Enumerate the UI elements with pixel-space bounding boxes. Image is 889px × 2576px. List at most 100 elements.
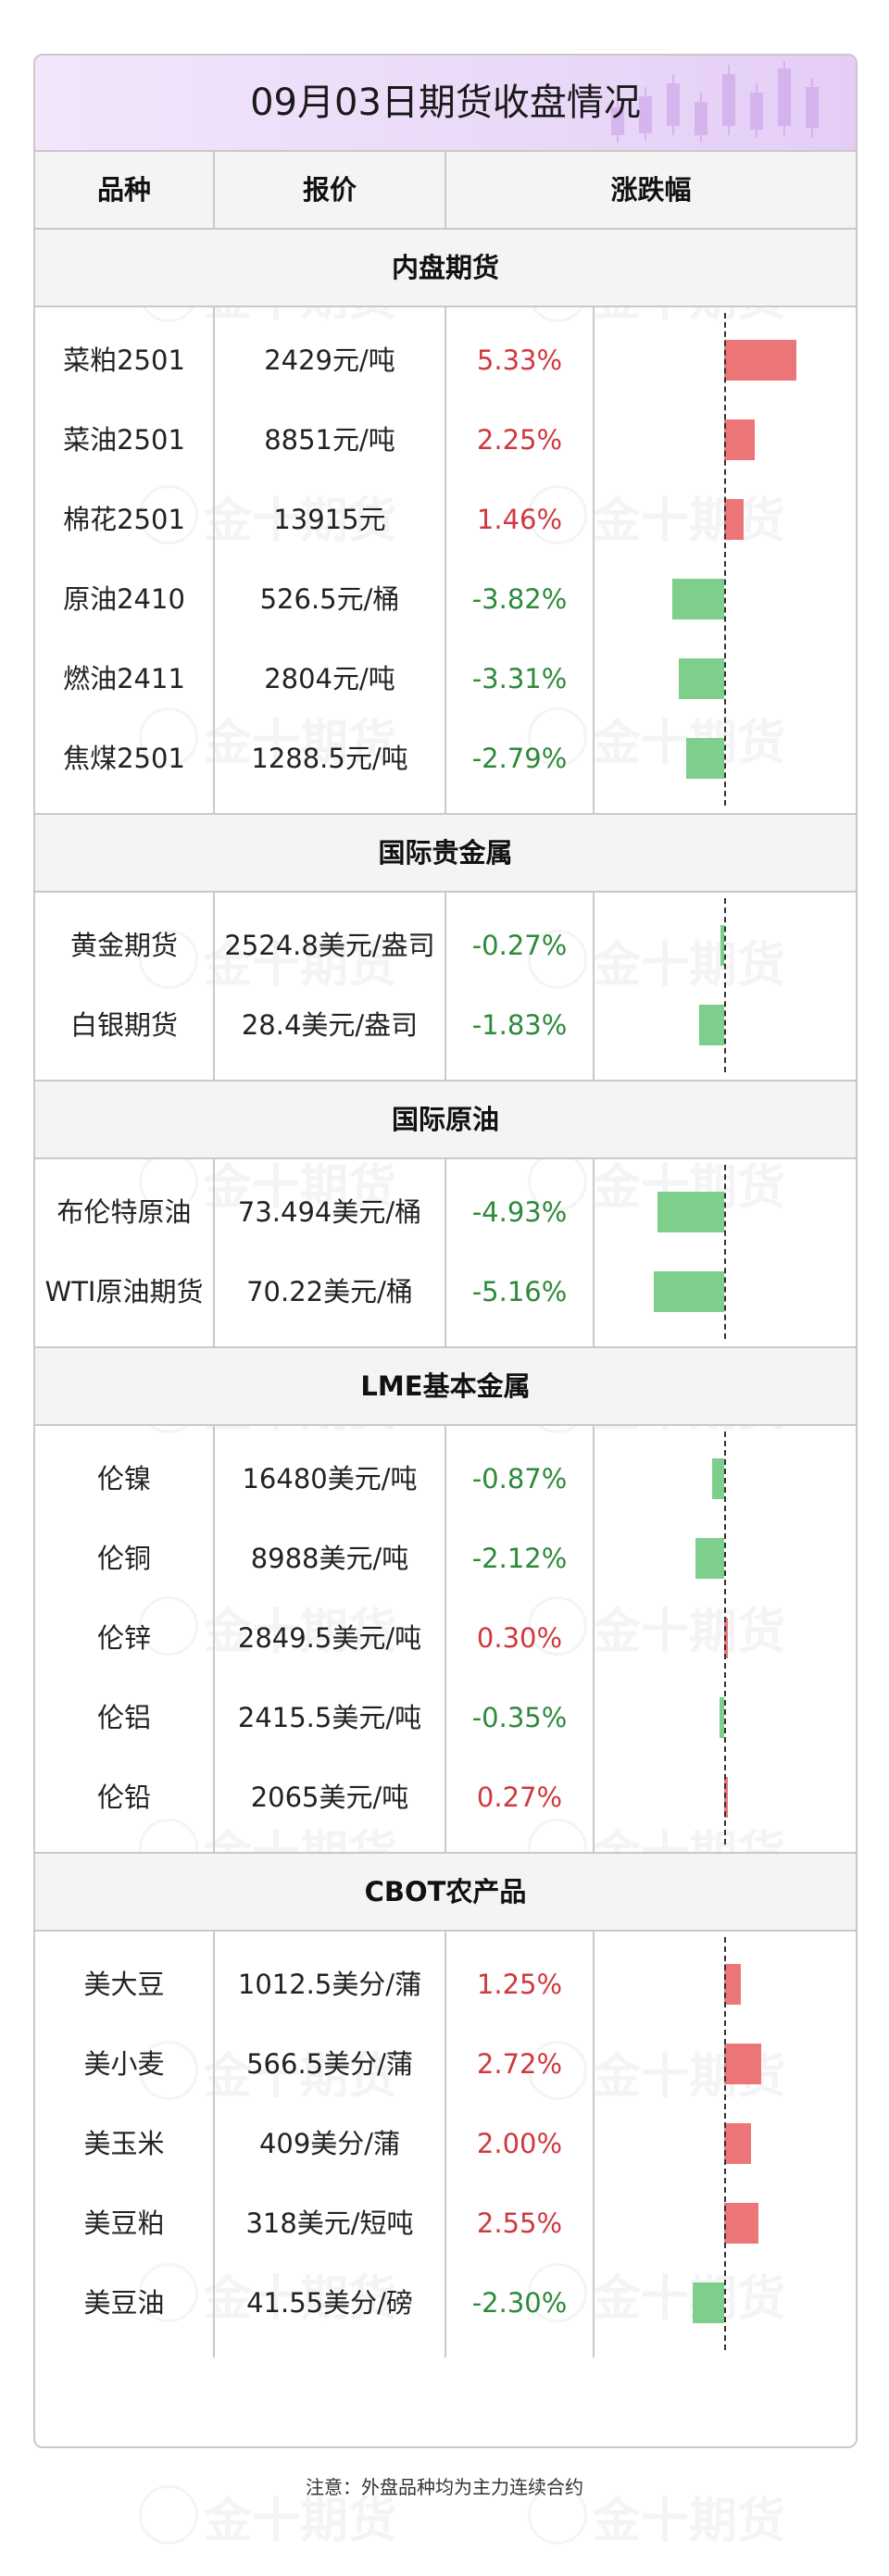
section-header: 国际贵金属	[35, 813, 856, 893]
row-name: 原油2410	[63, 583, 185, 615]
table-row: 布伦特原油 73.494美元/桶 -4.93%	[35, 1172, 856, 1252]
change-bar	[724, 1618, 729, 1658]
section-title: 内盘期货	[391, 252, 499, 283]
row-name: 伦镍	[96, 1463, 151, 1494]
row-name: 布伦特原油	[56, 1196, 192, 1228]
section-title: 国际原油	[391, 1104, 499, 1135]
row-name: 伦锌	[96, 1622, 151, 1654]
row-price: 526.5元/桶	[259, 583, 400, 615]
row-change: 2.72%	[476, 2048, 563, 2080]
row-name: 美豆油	[83, 2287, 165, 2319]
table-row: 伦铜 8988美元/吨 -2.12%	[35, 1519, 856, 1598]
table-row: 菜粕2501 2429元/吨 5.33%	[35, 320, 856, 400]
table-row: 美大豆 1012.5美分/蒲 1.25%	[35, 1945, 856, 2024]
column-divider	[593, 891, 595, 1080]
row-price: 2065美元/吨	[250, 1782, 409, 1813]
change-bar	[712, 1458, 724, 1499]
column-divider	[444, 306, 446, 813]
table-row: 美豆粕 318美元/短吨 2.55%	[35, 2183, 856, 2263]
row-change: 1.25%	[476, 1969, 563, 2000]
row-change: 2.25%	[476, 424, 563, 456]
row-name: 伦铅	[96, 1782, 151, 1813]
table-row: 美豆油 41.55美分/磅 -2.30%	[35, 2263, 856, 2343]
change-bar	[679, 658, 724, 699]
row-price: 1288.5元/吨	[251, 743, 408, 774]
row-price: 70.22美元/桶	[246, 1276, 413, 1307]
row-price: 318美元/短吨	[245, 2207, 414, 2239]
header-name: 品种	[96, 174, 151, 206]
row-name: 黄金期货	[69, 930, 178, 961]
change-bar	[724, 2044, 761, 2084]
row-name: 伦铝	[96, 1702, 151, 1733]
row-change: -0.87%	[471, 1463, 568, 1494]
table-row: 燃油2411 2804元/吨 -3.31%	[35, 639, 856, 719]
table-row: 原油2410 526.5元/桶 -3.82%	[35, 559, 856, 639]
table-row: 美玉米 409美分/蒲 2.00%	[35, 2104, 856, 2183]
change-bar	[685, 738, 724, 779]
change-bar	[724, 2203, 759, 2244]
zero-axis-line	[724, 1937, 726, 2350]
row-change: -4.93%	[471, 1196, 568, 1228]
column-divider	[213, 891, 215, 1080]
row-price: 566.5美分/蒲	[246, 2048, 413, 2080]
row-change: -2.30%	[471, 2287, 568, 2319]
page-title: 09月03日期货收盘情况	[250, 81, 641, 124]
section-header: 国际原油	[35, 1080, 856, 1159]
zero-axis-line	[724, 313, 726, 806]
column-divider	[213, 306, 215, 813]
column-divider	[444, 1930, 446, 2357]
row-name: 菜油2501	[63, 424, 185, 456]
row-price: 16480美元/吨	[242, 1463, 418, 1494]
change-bar	[724, 499, 745, 540]
row-price: 73.494美元/桶	[237, 1196, 422, 1228]
row-price: 8851元/吨	[264, 424, 395, 456]
row-price: 1012.5美分/蒲	[237, 1969, 422, 2000]
row-change: 5.33%	[476, 344, 563, 376]
zero-axis-line	[724, 898, 726, 1072]
table-row: 伦锌 2849.5美元/吨 0.30%	[35, 1598, 856, 1678]
row-price: 2804元/吨	[264, 663, 395, 694]
column-divider	[444, 1424, 446, 1852]
title-bar: 09月03日期货收盘情况	[35, 56, 856, 152]
section-header: 内盘期货	[35, 228, 856, 307]
row-price: 409美分/蒲	[258, 2128, 401, 2159]
section-title: 国际贵金属	[378, 837, 513, 869]
row-change: 1.46%	[476, 504, 563, 535]
row-name: 美小麦	[83, 2048, 165, 2080]
change-bar	[719, 1697, 724, 1738]
table-row: 白银期货 28.4美元/盎司 -1.83%	[35, 985, 856, 1065]
row-name: 菜粕2501	[63, 344, 185, 376]
table-row: 棉花2501 13915元 1.46%	[35, 480, 856, 559]
row-price: 28.4美元/盎司	[241, 1009, 419, 1041]
row-name: 伦铜	[96, 1543, 151, 1574]
table-row: 伦铝 2415.5美元/吨 -0.35%	[35, 1678, 856, 1757]
row-change: 0.27%	[476, 1782, 563, 1813]
change-bar	[695, 1538, 724, 1579]
row-name: 焦煤2501	[63, 743, 185, 774]
row-price: 8988美元/吨	[250, 1543, 409, 1574]
table-row: 菜油2501 8851元/吨 2.25%	[35, 400, 856, 480]
table-row: 伦镍 16480美元/吨 -0.87%	[35, 1439, 856, 1519]
change-bar	[654, 1271, 724, 1312]
zero-axis-line	[724, 1432, 726, 1844]
section-title: CBOT农产品	[364, 1876, 527, 1907]
footnote: 注意：外盘品种均为主力连续合约	[306, 2476, 583, 2498]
row-name: 棉花2501	[63, 504, 185, 535]
column-divider	[593, 1930, 595, 2357]
candlestick-decoration-icon	[611, 61, 819, 143]
column-divider	[444, 152, 446, 228]
header-change: 涨跌幅	[610, 174, 692, 206]
column-divider	[444, 1157, 446, 1346]
column-divider	[213, 1424, 215, 1852]
row-change: 2.55%	[476, 2207, 563, 2239]
row-change: -3.82%	[471, 583, 568, 615]
table-row: 焦煤2501 1288.5元/吨 -2.79%	[35, 719, 856, 798]
row-price: 2415.5美元/吨	[237, 1702, 422, 1733]
table-row: 黄金期货 2524.8美元/盎司 -0.27%	[35, 906, 856, 985]
row-price: 13915元	[273, 504, 386, 535]
row-change: -2.12%	[471, 1543, 568, 1574]
table-row: 美小麦 566.5美分/蒲 2.72%	[35, 2024, 856, 2104]
row-change: 2.00%	[476, 2128, 563, 2159]
column-divider	[213, 152, 215, 228]
zero-axis-line	[724, 1165, 726, 1339]
